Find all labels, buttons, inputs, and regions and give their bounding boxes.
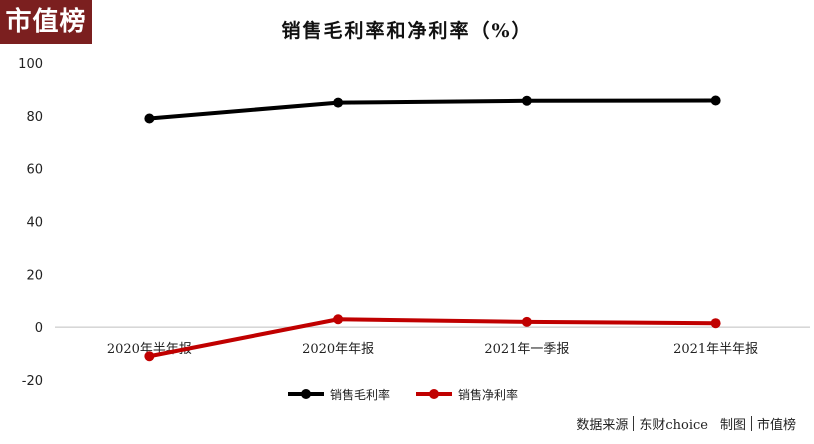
- separator: [750, 416, 752, 431]
- y-tick-label: 20: [26, 268, 43, 283]
- series-line: [149, 98, 716, 121]
- series-line: [148, 317, 716, 359]
- data-point: [521, 316, 532, 327]
- legend: 销售毛利率 销售净利率: [288, 387, 518, 402]
- source-provider: 东财choice: [639, 418, 708, 433]
- y-tick-label: -20: [22, 374, 43, 389]
- source-label: 数据来源: [576, 418, 629, 433]
- y-tick-label: 100: [18, 57, 43, 72]
- x-tick-label: 2020年年报: [302, 342, 374, 357]
- series-layer: [144, 95, 721, 362]
- y-tick-label: 0: [35, 321, 43, 336]
- source-brand: 市值榜: [756, 418, 796, 433]
- y-tick-label: 40: [26, 216, 43, 231]
- data-point: [521, 95, 532, 106]
- brand-logo: 市值榜: [0, 0, 92, 44]
- chart-title: 销售毛利率和净利率（%）: [281, 20, 533, 42]
- legend-label: 销售净利率: [458, 387, 518, 402]
- legend-label: 销售毛利率: [330, 387, 390, 402]
- data-point: [333, 314, 344, 325]
- y-tick-label: 80: [26, 110, 43, 125]
- x-tick-label: 2021年一季报: [484, 342, 569, 357]
- legend-marker: [301, 389, 311, 399]
- made-by-label: 制图: [719, 418, 746, 433]
- data-point: [144, 113, 155, 124]
- legend-marker: [429, 389, 439, 399]
- y-axis: -20 0 20 40 60 80 100: [18, 57, 43, 389]
- data-point: [710, 95, 721, 106]
- data-point: [333, 97, 344, 108]
- data-source-footer: 数据来源 东财choice 制图 市值榜: [576, 414, 796, 433]
- data-point: [710, 318, 721, 329]
- x-tick-label: 2021年半年报: [673, 342, 758, 357]
- y-tick-label: 60: [26, 163, 43, 178]
- separator: [633, 416, 635, 431]
- data-point: [144, 351, 155, 362]
